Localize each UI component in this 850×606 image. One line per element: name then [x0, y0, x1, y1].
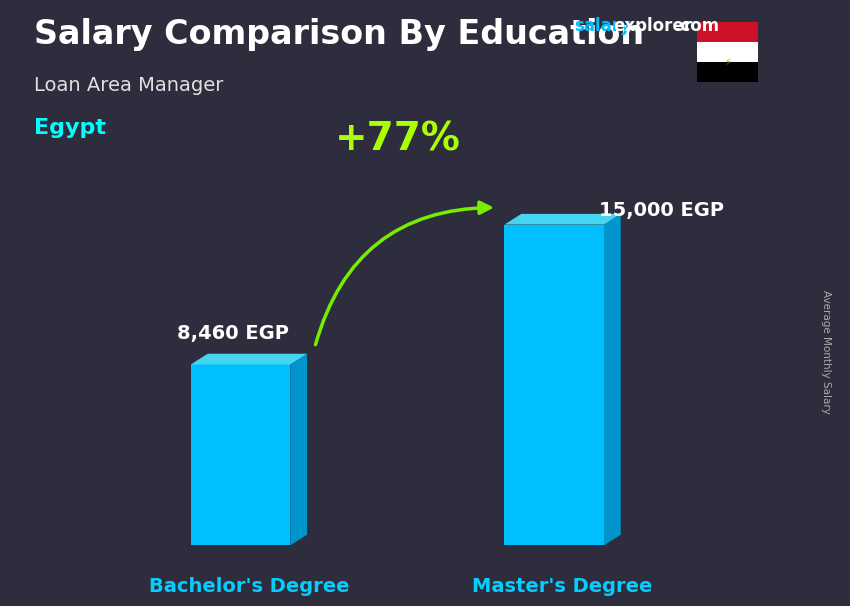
- Text: Egypt: Egypt: [34, 118, 106, 138]
- Text: 8,460 EGP: 8,460 EGP: [177, 324, 289, 343]
- Text: +77%: +77%: [335, 120, 461, 158]
- Bar: [504, 225, 604, 545]
- Text: Bachelor's Degree: Bachelor's Degree: [149, 578, 349, 596]
- Polygon shape: [291, 354, 307, 545]
- Text: Salary Comparison By Education: Salary Comparison By Education: [34, 18, 644, 51]
- Text: .com: .com: [674, 17, 719, 35]
- Text: 15,000 EGP: 15,000 EGP: [598, 201, 724, 221]
- FancyArrowPatch shape: [315, 202, 490, 345]
- Text: salary: salary: [574, 17, 631, 35]
- Text: Average Monthly Salary: Average Monthly Salary: [821, 290, 831, 413]
- Text: explorer: explorer: [614, 17, 693, 35]
- Polygon shape: [190, 354, 307, 364]
- Bar: [697, 22, 758, 42]
- Text: ⚡: ⚡: [724, 57, 731, 67]
- Bar: [190, 364, 291, 545]
- Text: Master's Degree: Master's Degree: [473, 578, 653, 596]
- Bar: [697, 62, 758, 82]
- Bar: [697, 42, 758, 62]
- Polygon shape: [604, 214, 620, 545]
- Text: Loan Area Manager: Loan Area Manager: [34, 76, 224, 95]
- Polygon shape: [504, 214, 620, 225]
